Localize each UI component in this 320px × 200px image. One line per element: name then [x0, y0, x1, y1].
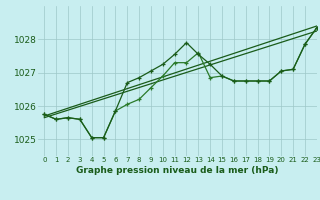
X-axis label: Graphe pression niveau de la mer (hPa): Graphe pression niveau de la mer (hPa) [76, 166, 279, 175]
